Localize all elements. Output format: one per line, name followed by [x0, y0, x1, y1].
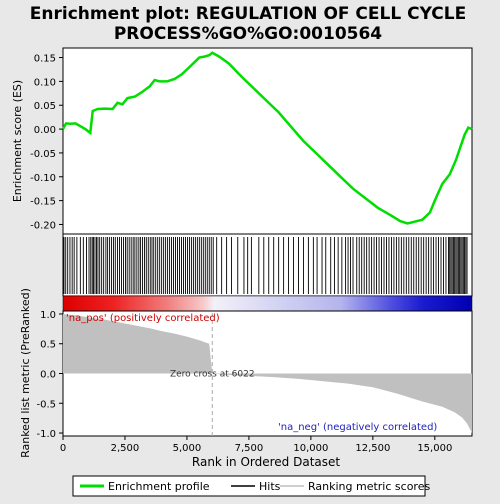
ranking-metric-area [63, 314, 472, 433]
es-y-tick-label: 0.15 [34, 54, 56, 65]
x-tick-label: 0 [60, 443, 66, 454]
es-y-tick-label: 0.05 [34, 101, 56, 112]
legend-entry-label: Enrichment profile [108, 480, 210, 493]
zero-cross-label: Zero cross at 6022 [170, 370, 255, 380]
es-y-tick-label: -0.15 [30, 197, 56, 208]
es-y-tick-label: 0.00 [34, 125, 56, 136]
rank-y-tick-label: -1.0 [36, 429, 56, 440]
x-tick-label: 15,000 [417, 443, 452, 454]
x-tick-label: 12,500 [355, 443, 390, 454]
rank-y-tick-label: -0.5 [36, 399, 56, 410]
rank-color-bar [62, 295, 473, 312]
x-tick-label: 10,000 [293, 443, 328, 454]
legend-entry-label: Ranking metric scores [308, 480, 430, 493]
chart-title-line-1: Enrichment plot: REGULATION OF CELL CYCL… [30, 4, 466, 24]
x-axis-label: Rank in Ordered Dataset [192, 455, 340, 469]
rank-y-tick-label: 0.0 [40, 370, 56, 381]
rank-y-tick-label: 0.5 [40, 340, 56, 351]
enrichment-profile-line [61, 51, 473, 225]
es-y-tick-label: 0.10 [34, 77, 56, 88]
chart-title-line-2: PROCESS%GO%GO:0010564 [114, 24, 382, 44]
hits-panel-frame [62, 233, 473, 297]
es-y-tick-label: -0.20 [30, 220, 56, 231]
es-y-tick-label: -0.05 [30, 149, 56, 160]
es-y-tick-label: -0.10 [30, 173, 56, 184]
rank-y-tick-label: 1.0 [40, 310, 56, 321]
x-tick-label: 2,500 [111, 443, 140, 454]
negative-correlation-label: 'na_neg' (negatively correlated) [278, 422, 437, 433]
x-tick-label: 5,000 [173, 443, 202, 454]
legend-entry-label: Hits [259, 480, 281, 493]
enrichment-panel-frame [62, 47, 473, 235]
x-tick-label: 7,500 [235, 443, 264, 454]
enrichment-y-axis-label: Enrichment score (ES) [11, 80, 24, 202]
ranked-y-axis-label: Ranked list metric (PreRanked) [19, 288, 32, 458]
positive-correlation-label: 'na_pos' (positively correlated) [66, 313, 220, 324]
